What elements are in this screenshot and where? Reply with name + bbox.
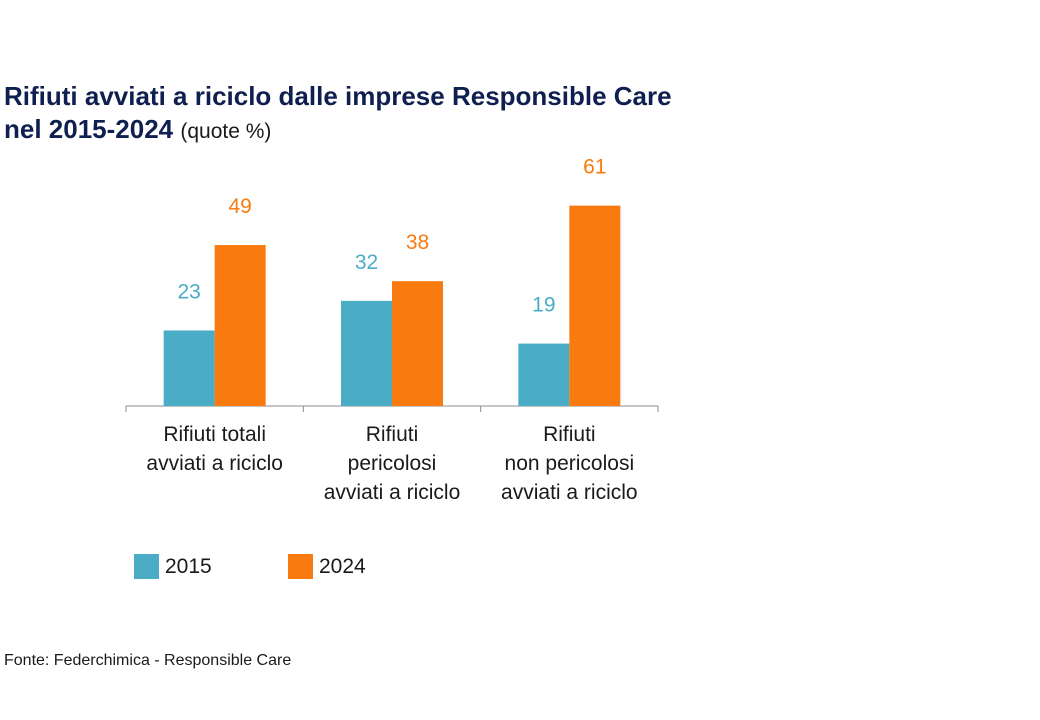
legend-label-2015: 2015 bbox=[165, 554, 212, 578]
chart-title: Rifiuti avviati a riciclo dalle imprese … bbox=[4, 80, 672, 148]
bar-2024-3 bbox=[569, 205, 621, 406]
legend-swatch-2024 bbox=[288, 554, 313, 579]
data-label-2015-1: 23 bbox=[177, 280, 200, 303]
legend-item-2015: 2015 bbox=[134, 554, 212, 579]
x-tick-label-3: Rifiuti non pericolosi avviati a riciclo bbox=[501, 423, 638, 504]
data-label-2024-2: 38 bbox=[406, 231, 429, 254]
data-label-2024-3: 61 bbox=[583, 156, 606, 179]
legend-label-2024: 2024 bbox=[319, 554, 366, 578]
legend-item-2024: 2024 bbox=[288, 554, 366, 579]
bar-2015-1 bbox=[163, 330, 215, 406]
data-label-2015-3: 19 bbox=[532, 294, 555, 317]
x-tick-label-1: Rifiuti totali avviati a riciclo bbox=[146, 423, 283, 475]
bar-2015-3 bbox=[518, 343, 570, 406]
bar-2015-2 bbox=[341, 300, 392, 406]
source-note: Fonte: Federchimica - Responsible Care bbox=[4, 652, 292, 669]
bar-2024-2 bbox=[392, 281, 443, 406]
legend-swatch-2015 bbox=[134, 554, 159, 579]
chart-title-line-1: Rifiuti avviati a riciclo dalle imprese … bbox=[4, 81, 672, 111]
x-tick-label-2: Rifiuti pericolosi avviati a riciclo bbox=[324, 423, 461, 504]
chart-title-unit: (quote %) bbox=[180, 120, 272, 143]
bar-2024-1 bbox=[214, 245, 266, 406]
data-label-2024-1: 49 bbox=[228, 195, 251, 218]
chart-title-line-2: nel 2015-2024 bbox=[4, 114, 174, 144]
data-label-2015-2: 32 bbox=[355, 251, 378, 274]
